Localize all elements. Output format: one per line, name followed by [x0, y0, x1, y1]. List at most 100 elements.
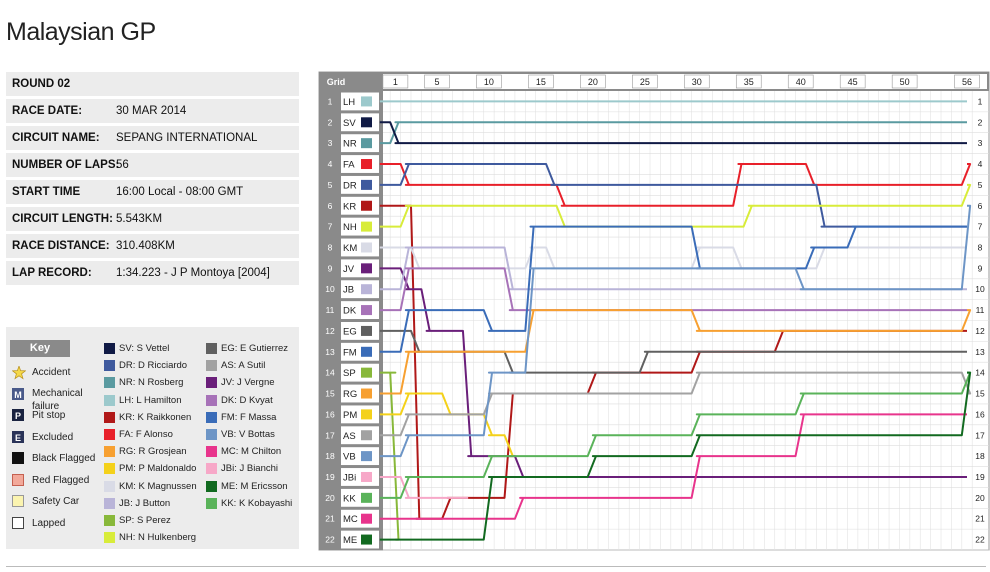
series-line-dk: [379, 267, 967, 312]
series-line-kk: [379, 371, 972, 499]
position-number-right: 17: [975, 430, 985, 440]
grid-driver-label: DK: [343, 306, 357, 317]
position-number-left: 16: [325, 409, 335, 419]
legend-label: VB: V Bottas: [221, 429, 275, 440]
grid-driver-label: LH: [343, 97, 355, 108]
grid-driver-swatch: [361, 117, 372, 128]
lap-tick-box: [382, 74, 409, 89]
star-icon: [11, 364, 27, 380]
lap-tick-label: 25: [640, 77, 650, 87]
position-number-right: 12: [975, 326, 985, 336]
position-number-right: 3: [978, 138, 983, 148]
legend-swatch: [206, 394, 217, 406]
lap-tick-label: 15: [536, 77, 546, 87]
position-number-right: 19: [975, 472, 985, 482]
info-label: CIRCUIT LENGTH:: [12, 213, 113, 225]
lap-tick-label: 20: [588, 77, 598, 87]
position-number-left: 2: [328, 117, 333, 127]
lap-tick-label: 35: [744, 77, 754, 87]
lap-tick-box: [839, 74, 866, 89]
series-line-dr: [379, 163, 967, 228]
info-value: 1:34.223 - J P Montoya [2004]: [116, 267, 270, 279]
excluded-icon: E: [12, 430, 24, 443]
legend-label: MC: M Chilton: [221, 446, 282, 458]
position-number-left: 10: [325, 284, 335, 294]
grid-driver-swatch: [361, 471, 372, 482]
position-number-right: 21: [975, 514, 985, 524]
grid-driver-label: MC: [343, 514, 358, 525]
grid-driver-label: JV: [343, 264, 355, 275]
lap-tick-label: 45: [848, 77, 858, 87]
position-number-right: 11: [976, 305, 985, 315]
position-number-right: 15: [975, 389, 985, 399]
info-label: RACE DATE:: [12, 105, 83, 117]
info-row: RACE DATE: 30 MAR 2014: [6, 99, 299, 123]
info-value: 56: [116, 159, 129, 171]
legend-swatch: [206, 463, 217, 475]
position-number-right: 1: [978, 96, 983, 106]
grid-driver-swatch: [361, 96, 372, 107]
info-label: RACE DISTANCE:: [12, 240, 110, 252]
legend-swatch: [206, 343, 217, 354]
position-number-left: 5: [328, 180, 333, 190]
grid-driver-label: EG: [343, 326, 357, 337]
legend-swatch: [104, 343, 115, 354]
legend-label: DR: D Ricciardo: [119, 360, 188, 372]
legend-swatch: [206, 497, 217, 509]
key-title: Key: [10, 340, 70, 357]
info-row: LAP RECORD: 1:34.223 - J P Montoya [2004]: [6, 261, 299, 285]
grid-driver-swatch: [361, 242, 372, 253]
key-label: Lapped: [32, 517, 66, 529]
position-number-left: 18: [325, 451, 335, 461]
grid-driver-swatch: [361, 451, 372, 462]
position-number-right: 18: [975, 451, 985, 461]
lap-tick-label: 50: [900, 77, 910, 87]
position-number-left: 4: [328, 159, 333, 169]
legend-swatch: [104, 394, 115, 406]
lap-tick-box: [735, 74, 762, 89]
grid-driver-swatch: [361, 221, 372, 232]
lap-tick-box: [954, 74, 980, 89]
grid-driver-label: KM: [343, 243, 357, 254]
info-value: 5.543KM: [116, 213, 163, 225]
red-flag-icon: [12, 473, 24, 486]
position-number-left: 8: [328, 242, 333, 252]
grid-driver-swatch: [361, 492, 372, 503]
grid-driver-label: NH: [343, 222, 357, 233]
legend-label: NH: N Hulkenberg: [119, 532, 197, 544]
grid-header-label: Grid: [327, 77, 346, 87]
legend-label: ME: M Ericsson: [221, 480, 288, 492]
legend-swatch: [206, 446, 217, 458]
legend-label: SV: S Vettel: [119, 343, 170, 354]
grid-driver-swatch: [361, 409, 372, 420]
key-label: Black Flagged: [32, 453, 96, 464]
position-number-right: 5: [978, 180, 983, 190]
legend-label: JBi: J Bianchi: [221, 463, 279, 475]
position-number-left: 21: [325, 514, 335, 524]
black-flag-icon: [12, 452, 24, 464]
info-row: START TIME 16:00 Local - 08:00 GMT: [6, 180, 299, 204]
legend-label: FA: F Alonso: [119, 429, 173, 440]
series-line-jbi: [379, 475, 469, 499]
legend-swatch: [104, 463, 115, 475]
lap-tick-label: 56: [962, 77, 972, 87]
legend-swatch: [104, 497, 115, 509]
legend-swatch: [104, 360, 115, 372]
legend-label: KM: K Magnussen: [119, 480, 197, 492]
safety-car-icon: [12, 495, 24, 507]
grid-driver-swatch: [361, 367, 372, 378]
position-number-right: 4: [978, 159, 983, 169]
position-number-right: 20: [975, 493, 985, 503]
position-number-right: 2: [978, 117, 983, 127]
position-number-left: 7: [328, 222, 333, 232]
legend-swatch: [104, 411, 115, 423]
position-number-right: 13: [975, 347, 985, 357]
lap-tick-box: [684, 74, 710, 89]
series-line-fa: [379, 163, 972, 207]
series-line-fm: [379, 225, 967, 353]
grid-driver-swatch: [361, 388, 372, 399]
mechanical-icon: M: [12, 387, 24, 400]
position-number-right: 14: [975, 368, 985, 378]
position-number-left: 17: [325, 430, 335, 440]
